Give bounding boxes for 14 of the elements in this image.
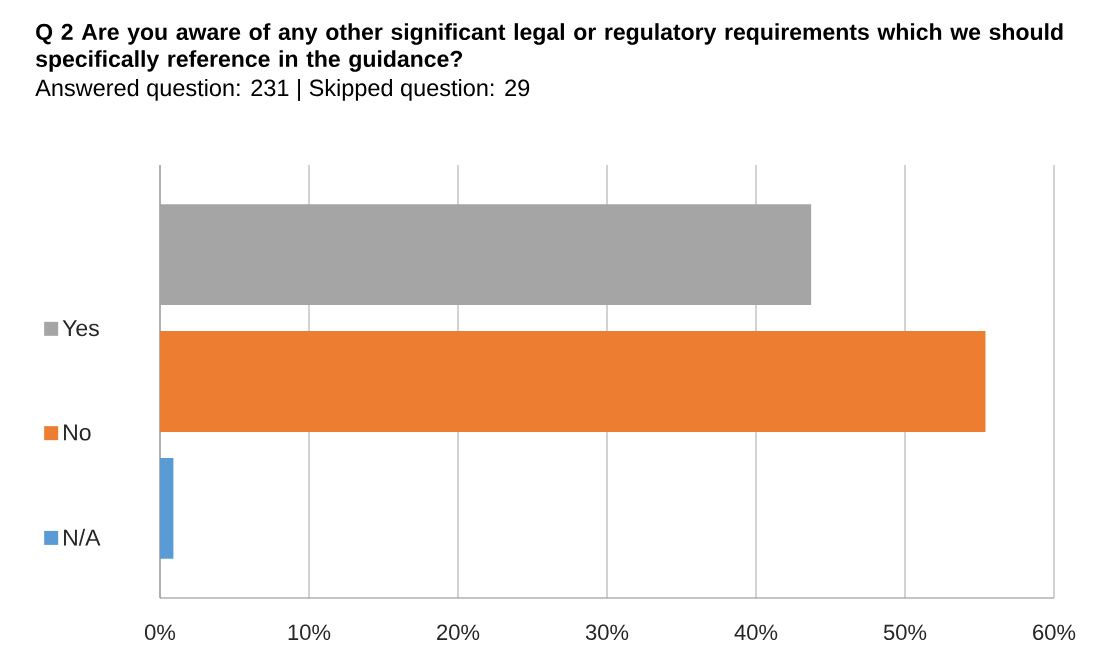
legend-label: Yes — [62, 320, 99, 337]
x-tick-label: 30% — [585, 624, 629, 641]
x-tick-label: 20% — [437, 624, 480, 641]
x-tick-label: 60% — [1033, 624, 1076, 641]
legend-label: No — [64, 424, 91, 441]
x-tick-label: 50% — [883, 624, 927, 641]
x-tick-label: 10% — [288, 624, 331, 641]
legend-label: N/A — [64, 528, 101, 546]
x-tick-label: 0% — [144, 624, 176, 641]
x-tick-label: 40% — [734, 624, 778, 641]
bar — [160, 331, 986, 432]
chart-title: Q 2 Are you aware of any other significant legal or regulatory requirements which we should specifically reference in the guidance? — [36, 23, 1063, 72]
chart-subtitle: Answered question: 231 | Skipped question: 29 — [35, 78, 530, 101]
bar — [160, 457, 174, 559]
